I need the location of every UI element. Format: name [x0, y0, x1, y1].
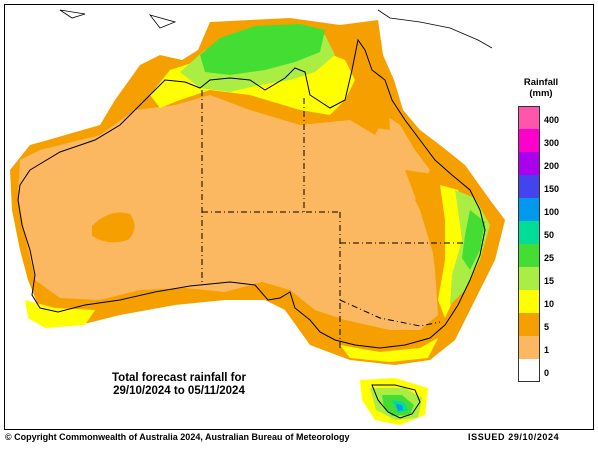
caption-line2: 29/10/2024 to 05/11/2024	[113, 385, 245, 397]
nsw-vic-border	[339, 299, 441, 327]
field-25mm-north	[200, 24, 325, 75]
australia-coastline	[17, 38, 486, 349]
legend-label-0: 0	[544, 368, 550, 378]
legend-label-300: 300	[544, 138, 560, 148]
map-caption: Total forecast rainfall for 29/10/2024 t…	[92, 372, 266, 398]
field-25mm-east	[462, 210, 485, 270]
legend-label-200: 200	[544, 161, 560, 171]
legend-title: Rainfall (mm)	[513, 77, 569, 99]
legend-label-1: 1	[544, 345, 550, 355]
legend-label-5: 5	[544, 322, 550, 332]
field-10mm-sw	[25, 300, 95, 328]
field-5mm-pocket-ne	[350, 70, 390, 130]
legend-title-line2: (mm)	[529, 88, 553, 99]
field-5mm-pocket-east	[405, 170, 448, 260]
legend-swatch-400	[518, 106, 540, 129]
tasmania-coastline	[371, 384, 421, 419]
field-10mm-south	[340, 338, 438, 362]
legend-swatch-50	[518, 221, 540, 244]
legend-swatch-25	[518, 244, 540, 267]
png-coastline	[377, 9, 493, 49]
legend-swatch-10	[518, 290, 540, 313]
state-borders	[201, 90, 465, 348]
island-outline-1	[148, 14, 177, 29]
rainfall-fields	[10, 18, 505, 425]
legend-swatch-1	[518, 336, 540, 359]
legend-title-line1: Rainfall	[523, 77, 559, 88]
legend-label-100: 100	[544, 207, 560, 217]
legend-label-400: 400	[544, 115, 560, 125]
legend-swatch-300	[518, 129, 540, 152]
legend-label-15: 15	[544, 276, 555, 286]
legend-label-150: 150	[544, 184, 560, 194]
legend-swatch-5	[518, 313, 540, 336]
legend-swatch-150	[518, 175, 540, 198]
legend-swatch-200	[518, 152, 540, 175]
island-outline-2	[59, 9, 86, 19]
field-100mm-tasmania	[396, 404, 403, 411]
legend-swatch-100	[518, 198, 540, 221]
legend-swatch-0	[518, 359, 540, 382]
legend-label-10: 10	[544, 299, 555, 309]
caption-line1: Total forecast rainfall for	[112, 372, 246, 384]
field-5mm-pocket-west	[92, 212, 135, 243]
legend-swatch-15	[518, 267, 540, 290]
copyright-notice: © Copyright Commonwealth of Australia 20…	[5, 432, 350, 442]
legend-label-25: 25	[544, 253, 555, 263]
issued-date: ISSUED 29/10/2024	[468, 432, 560, 442]
legend-label-50: 50	[544, 230, 555, 240]
